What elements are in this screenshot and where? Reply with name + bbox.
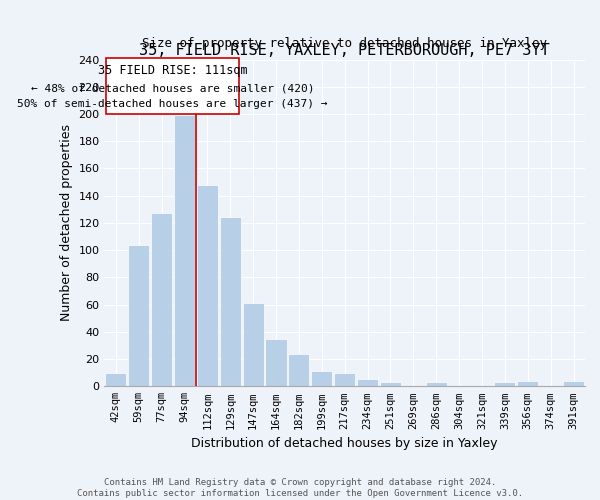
Bar — [563, 381, 584, 386]
Text: 50% of semi-detached houses are larger (437) →: 50% of semi-detached houses are larger (… — [17, 99, 328, 109]
Bar — [334, 372, 355, 386]
Bar — [105, 372, 127, 386]
Title: 35, FIELD RISE, YAXLEY, PETERBOROUGH, PE7 3YT: 35, FIELD RISE, YAXLEY, PETERBOROUGH, PE… — [139, 44, 550, 59]
Bar — [357, 380, 378, 386]
Bar — [311, 372, 332, 386]
Bar — [494, 382, 515, 386]
X-axis label: Distribution of detached houses by size in Yaxley: Distribution of detached houses by size … — [191, 437, 498, 450]
Bar — [265, 338, 287, 386]
Bar — [242, 304, 263, 386]
Bar — [128, 244, 149, 386]
Bar — [151, 214, 172, 386]
FancyBboxPatch shape — [106, 58, 239, 114]
Bar — [197, 185, 218, 386]
Text: Contains HM Land Registry data © Crown copyright and database right 2024.
Contai: Contains HM Land Registry data © Crown c… — [77, 478, 523, 498]
Bar — [174, 116, 195, 386]
Bar — [220, 218, 241, 386]
Bar — [426, 382, 447, 386]
Y-axis label: Number of detached properties: Number of detached properties — [60, 124, 73, 322]
Bar — [380, 382, 401, 386]
Text: Size of property relative to detached houses in Yaxley: Size of property relative to detached ho… — [142, 36, 547, 50]
Bar — [289, 354, 310, 386]
Bar — [517, 381, 538, 386]
Text: ← 48% of detached houses are smaller (420): ← 48% of detached houses are smaller (42… — [31, 84, 314, 94]
Text: 35 FIELD RISE: 111sqm: 35 FIELD RISE: 111sqm — [98, 64, 247, 77]
